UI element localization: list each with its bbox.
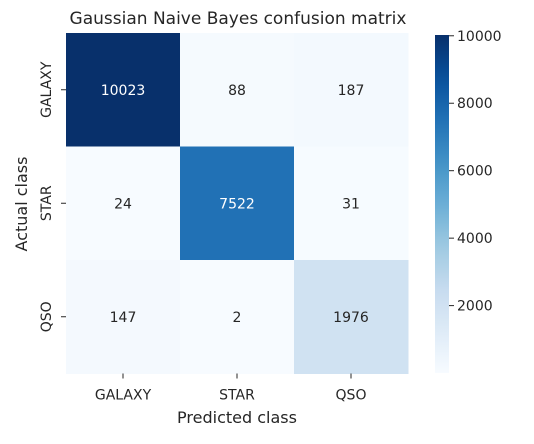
colorbar-tick-label: 2000 — [457, 299, 493, 315]
y-tick-label: STAR — [39, 185, 55, 221]
heatmap-cell — [66, 260, 181, 374]
y-axis-ticks: GALAXY STAR QSO — [39, 61, 66, 332]
cell-value-label: 1976 — [333, 310, 369, 326]
heatmap-cell — [180, 33, 295, 147]
chart-title: Gaussian Naive Bayes confusion matrix — [70, 9, 407, 29]
colorbar-tick-label: 10000 — [457, 29, 502, 45]
x-tick-label: STAR — [219, 388, 255, 404]
cell-value-label: 31 — [342, 196, 360, 212]
x-axis-label: Predicted class — [177, 408, 297, 427]
cell-value-label: 24 — [114, 196, 132, 212]
heatmap-cell — [294, 33, 409, 147]
heatmap-cell — [66, 33, 181, 147]
heatmap-cell — [66, 146, 181, 261]
heatmap-cell-labels: 10023 88 187 24 7522 31 147 2 1976 — [101, 83, 369, 326]
colorbar-tick-label: 8000 — [457, 96, 493, 112]
cell-value-label: 10023 — [101, 83, 146, 99]
y-tick-label: GALAXY — [39, 61, 55, 118]
colorbar — [435, 35, 449, 373]
colorbar-ticks: 2000 4000 6000 8000 10000 — [449, 29, 502, 315]
colorbar-tick-label: 4000 — [457, 231, 493, 247]
x-tick-label: GALAXY — [95, 388, 152, 404]
cell-value-label: 187 — [338, 83, 365, 99]
heatmap-cell — [180, 260, 295, 374]
cell-value-label: 7522 — [219, 196, 255, 212]
y-tick-label: QSO — [39, 301, 55, 332]
heatmap-cell — [294, 146, 409, 261]
cell-value-label: 88 — [228, 83, 246, 99]
cell-value-label: 2 — [233, 310, 242, 326]
heatmap-cell — [294, 260, 409, 374]
x-tick-label: QSO — [336, 388, 367, 404]
cell-value-label: 147 — [110, 310, 137, 326]
heatmap-cell — [180, 146, 295, 261]
x-axis-ticks: GALAXY STAR QSO — [95, 373, 367, 404]
y-axis-label: Actual class — [12, 157, 31, 252]
heatmap-cells — [66, 33, 409, 374]
colorbar-tick-label: 6000 — [457, 164, 493, 180]
